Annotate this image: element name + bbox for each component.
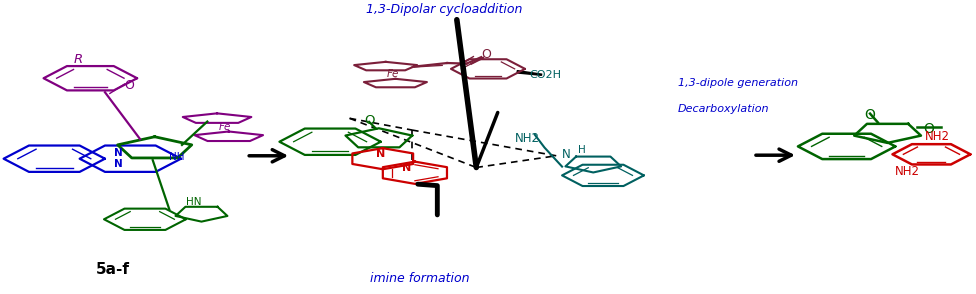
Text: NH2: NH2 [514, 132, 540, 145]
Text: H: H [578, 145, 586, 155]
Text: 1,3-Dipolar cycloaddition: 1,3-Dipolar cycloaddition [366, 3, 522, 16]
Text: NH2: NH2 [895, 165, 919, 178]
Text: O: O [865, 108, 875, 122]
Text: imine formation: imine formation [370, 272, 469, 285]
Text: 5a-f: 5a-f [96, 263, 130, 278]
Polygon shape [517, 71, 542, 75]
Text: NH2: NH2 [925, 130, 950, 143]
Text: R: R [74, 53, 83, 66]
Text: O: O [481, 48, 491, 61]
Text: Decarboxylation: Decarboxylation [678, 104, 769, 114]
Text: HN: HN [185, 197, 201, 207]
Text: N: N [561, 148, 570, 161]
Text: O: O [923, 122, 934, 136]
Text: N: N [402, 163, 412, 173]
Text: Fe: Fe [386, 69, 398, 79]
Text: Fe: Fe [219, 122, 231, 132]
Text: O: O [124, 79, 135, 92]
Text: O: O [364, 113, 375, 127]
Text: N: N [376, 149, 386, 159]
Text: CO2H: CO2H [529, 70, 561, 80]
Text: 1,3-dipole generation: 1,3-dipole generation [678, 78, 798, 88]
Text: NH: NH [170, 152, 184, 162]
Text: N: N [114, 148, 123, 158]
Text: N: N [114, 159, 123, 169]
